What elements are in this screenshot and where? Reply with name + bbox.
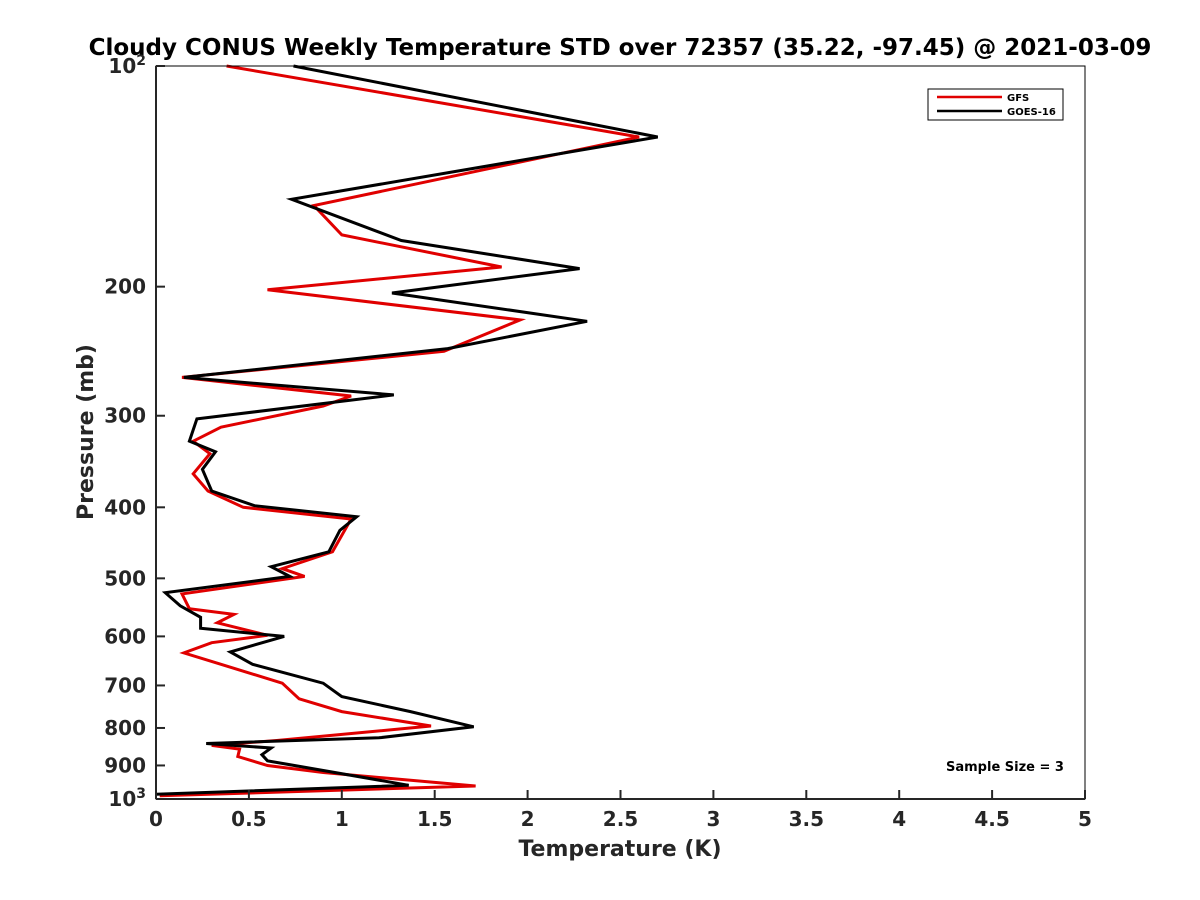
x-tick-label: 4 xyxy=(892,807,906,831)
y-axis-ticks: 102 200 300 400 500 600 700 800 900 103 xyxy=(104,53,165,811)
y-tick-label: 400 xyxy=(104,495,146,519)
legend-label-gfs: GFS xyxy=(1007,93,1029,104)
series-lines xyxy=(155,64,658,798)
legend-label-goes16: GOES-16 xyxy=(1007,107,1056,118)
y-axis-label: Pressure (mb) xyxy=(74,344,99,520)
x-tick-label: 4.5 xyxy=(974,807,1009,831)
chart-title: Cloudy CONUS Weekly Temperature STD over… xyxy=(89,35,1152,61)
legend-box xyxy=(927,88,1064,121)
x-tick-label: 3 xyxy=(706,807,720,831)
x-tick-label: 2.5 xyxy=(603,807,638,831)
y-tick-label: 800 xyxy=(104,716,146,740)
series-line-gfs xyxy=(159,64,640,798)
x-tick-label: 1 xyxy=(335,807,349,831)
x-axis-label: Temperature (K) xyxy=(518,837,721,862)
y-tick-label: 500 xyxy=(104,566,146,590)
y-tick-label: 200 xyxy=(104,275,146,299)
y-tick-label: 103 xyxy=(108,786,146,811)
y-tick-label: 900 xyxy=(104,753,146,777)
x-tick-label: 0 xyxy=(149,807,163,831)
y-tick-label: 700 xyxy=(104,673,146,697)
x-axis-ticks: 0 0.5 1 1.5 2 2.5 3 3.5 4 4.5 5 xyxy=(149,790,1092,831)
x-tick-label: 3.5 xyxy=(789,807,824,831)
x-tick-label: 0.5 xyxy=(231,807,266,831)
x-tick-label: 1.5 xyxy=(417,807,452,831)
y-tick-label: 600 xyxy=(104,624,146,648)
y-tick-label: 102 xyxy=(108,53,146,78)
y-tick-label: 300 xyxy=(104,404,146,428)
x-tick-label: 2 xyxy=(521,807,535,831)
series-line-goes16 xyxy=(155,64,658,796)
x-tick-label: 5 xyxy=(1078,807,1092,831)
plot-area-border xyxy=(155,65,1086,800)
legend: GFS GOES-16 xyxy=(927,88,1064,121)
sample-size-annotation: Sample Size = 3 xyxy=(946,760,1064,775)
